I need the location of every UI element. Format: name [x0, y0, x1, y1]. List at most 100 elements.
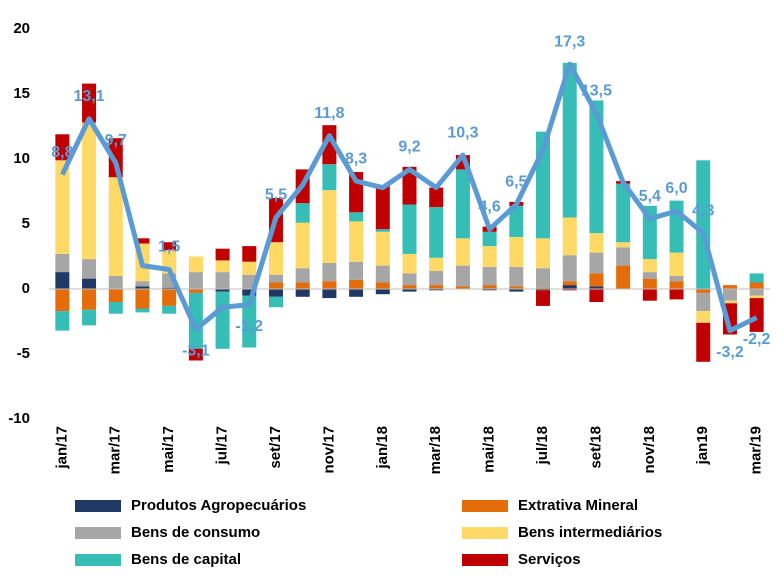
- bar-segment: [162, 242, 177, 250]
- data-label: 1,5: [158, 239, 180, 256]
- data-label: 11,8: [314, 105, 344, 122]
- bar-segment: [589, 252, 604, 274]
- bar-segment: [669, 289, 684, 300]
- x-tick-label: set/17: [267, 426, 284, 469]
- bar-segment: [295, 268, 310, 283]
- bar-segment: [749, 289, 764, 296]
- bar-segment: [589, 100, 604, 234]
- data-label: 13,5: [581, 83, 612, 100]
- bar-segment: [188, 272, 203, 289]
- legend-swatch: [75, 554, 121, 566]
- bar-segment: [215, 291, 230, 349]
- x-tick-label: nov/17: [320, 426, 337, 474]
- bar-segment: [749, 273, 764, 283]
- bar-segment: [242, 295, 257, 348]
- data-label: -2,2: [743, 331, 771, 348]
- y-tick-label: 10: [13, 150, 30, 167]
- bar-segment: [696, 322, 711, 362]
- bar-segment: [375, 231, 390, 266]
- data-label: 6,5: [505, 174, 527, 191]
- bar-segment: [268, 274, 283, 283]
- bar-segment: [82, 122, 97, 260]
- bar-segment: [402, 253, 417, 274]
- bar-segment: [536, 287, 551, 289]
- bar-segment: [322, 164, 337, 191]
- bar-segment: [589, 289, 604, 302]
- bar-segment: [562, 62, 577, 218]
- bar-segment: [402, 285, 417, 289]
- bar-segment: [482, 266, 497, 286]
- data-label: 9,7: [105, 132, 127, 149]
- bar-segment: [349, 261, 364, 280]
- bar-segment: [375, 229, 390, 232]
- legend-label: Produtos Agropecuários: [131, 497, 306, 514]
- bar-segment: [562, 281, 577, 286]
- bar-segment: [616, 265, 631, 289]
- bar-segment: [482, 246, 497, 267]
- bar-segment: [509, 205, 524, 237]
- bar-segment: [215, 272, 230, 289]
- y-tick-label: 20: [13, 20, 30, 37]
- data-label: 8,3: [345, 150, 367, 167]
- bar-segment: [82, 83, 97, 123]
- data-label: -3,1: [182, 343, 210, 360]
- legend-label: Extrativa Mineral: [518, 497, 638, 514]
- x-tick-label: jul/18: [534, 426, 551, 465]
- data-label: -1,2: [235, 318, 263, 335]
- bar-segment: [322, 125, 337, 165]
- bar-segment: [616, 183, 631, 243]
- bar-segment: [749, 295, 764, 299]
- bar-segment: [509, 266, 524, 287]
- bar-segment: [268, 282, 283, 289]
- bar-segment: [589, 233, 604, 253]
- bar-segment: [696, 311, 711, 323]
- bar-segment: [669, 281, 684, 289]
- bar-segment: [135, 308, 150, 313]
- x-tick-label: mar/19: [748, 426, 765, 474]
- bar-segment: [295, 282, 310, 289]
- bar-segment: [509, 237, 524, 267]
- x-tick-label: jul/17: [214, 426, 231, 465]
- bar-segment: [349, 212, 364, 222]
- legend-label: Serviços: [518, 551, 581, 568]
- bar-segment: [536, 289, 551, 291]
- bar-segment: [135, 286, 150, 289]
- bar-segment: [455, 265, 470, 287]
- bar-segment: [402, 204, 417, 254]
- bar-segment: [429, 270, 444, 286]
- bar-segment: [55, 272, 70, 289]
- bar-segment: [108, 276, 123, 289]
- y-tick-label: -5: [17, 345, 30, 362]
- data-label: 17,3: [554, 33, 585, 50]
- bar-segment: [562, 289, 577, 291]
- bar-segment: [696, 160, 711, 289]
- bar-segment: [402, 289, 417, 292]
- bar-segment: [482, 285, 497, 289]
- data-label: 5,5: [265, 187, 287, 204]
- bar-segment: [135, 238, 150, 244]
- bar-segment: [82, 289, 97, 310]
- bar-segment: [375, 289, 390, 295]
- bar-segment: [55, 289, 70, 312]
- bar-segment: [696, 289, 711, 293]
- line: [60, 61, 758, 334]
- bar-segment: [82, 259, 97, 279]
- bar-segment: [162, 289, 177, 306]
- x-tick-label: mar/17: [107, 426, 124, 474]
- bar-segment: [242, 246, 257, 262]
- bar-segment: [616, 247, 631, 266]
- bar-segment: [536, 238, 551, 269]
- bar-segment: [536, 268, 551, 288]
- bar-segment: [162, 287, 177, 289]
- x-tick-label: jan19: [694, 426, 711, 465]
- bar-segment: [722, 285, 737, 289]
- bar-segment: [509, 286, 524, 289]
- bar-segment: [482, 289, 497, 291]
- bar-segment: [162, 305, 177, 314]
- bar-segment: [455, 169, 470, 239]
- bar-segment: [642, 289, 657, 301]
- data-label: 4,6: [478, 198, 500, 215]
- bar-segment: [188, 289, 203, 293]
- x-tick-label: nov/18: [641, 426, 658, 474]
